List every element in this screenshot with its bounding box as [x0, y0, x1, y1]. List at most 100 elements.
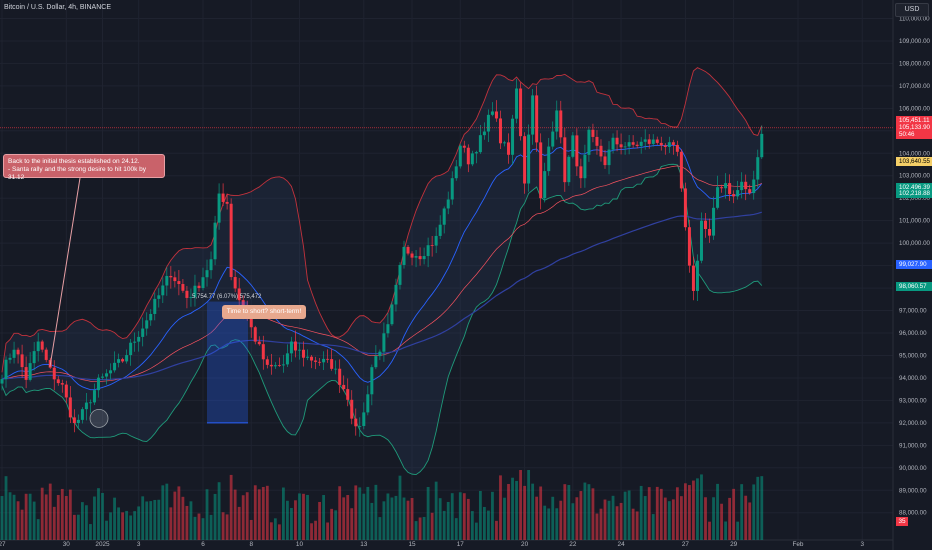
candle-body — [599, 145, 603, 157]
y-tick-label: 106,000.00 — [899, 105, 931, 112]
candle-body — [342, 384, 346, 390]
volume-bar — [36, 519, 40, 540]
candle-body — [450, 178, 454, 200]
candle-body — [603, 156, 607, 166]
candle-body — [663, 145, 667, 147]
volume-bar — [483, 506, 486, 540]
candle-body — [185, 290, 189, 298]
candle-body — [121, 359, 125, 362]
candle-body — [756, 157, 760, 180]
volume-bar — [639, 485, 643, 540]
candle-body — [442, 208, 446, 225]
candle-body — [675, 144, 679, 152]
candle-body — [221, 193, 225, 202]
volume-bar — [318, 501, 321, 540]
volume-bar — [101, 492, 104, 540]
volume-bar — [213, 493, 217, 540]
volume-bar — [16, 501, 20, 540]
candle-body — [760, 133, 764, 158]
volume-bar — [744, 495, 748, 540]
volume-bar — [109, 512, 112, 540]
volume-bar — [117, 507, 120, 540]
volume-bar — [430, 512, 434, 540]
candle-body — [306, 356, 310, 358]
price-tag: 98,060.57 — [896, 282, 932, 292]
x-tick-label: 27 — [0, 541, 6, 548]
volume-bar — [314, 520, 317, 540]
candle-body — [92, 390, 96, 403]
volume-bar — [85, 505, 88, 540]
y-tick-label: 91,000.00 — [899, 442, 927, 449]
volume-bar — [294, 500, 297, 540]
volume-bar — [579, 491, 583, 540]
candle-body — [145, 320, 149, 329]
volume-bar — [378, 517, 382, 540]
candle-body — [362, 412, 366, 427]
volume-bar — [414, 521, 418, 540]
y-tick-label: 104,000.00 — [899, 150, 931, 157]
price-tag: 103,640.55 — [896, 156, 932, 166]
candle-body — [117, 359, 121, 363]
y-tick-label: 107,000.00 — [899, 83, 931, 90]
candle-body — [177, 281, 181, 285]
volume-bar — [346, 495, 350, 540]
candle-body — [422, 256, 426, 260]
candle-body — [80, 409, 84, 420]
volume-bar — [442, 510, 446, 540]
volume-bar — [197, 513, 201, 540]
volume-bar — [133, 511, 137, 540]
volume-bar — [81, 502, 84, 540]
candle-body — [543, 171, 547, 199]
volume-bar — [249, 519, 253, 540]
candle-body — [169, 275, 173, 278]
candle-body — [728, 183, 732, 195]
candle-body — [113, 362, 117, 371]
volume-bar — [265, 485, 269, 540]
candle-body — [350, 399, 354, 419]
volume-bar — [44, 494, 48, 540]
volume-bar — [539, 486, 543, 540]
candle-body — [289, 341, 293, 354]
volume-bar — [173, 491, 177, 540]
currency-button[interactable]: USD — [895, 3, 929, 17]
candle-body — [141, 328, 145, 337]
volume-bar — [93, 496, 96, 540]
ma-slow-line — [1, 211, 762, 381]
y-tick-label: 110,000.00 — [899, 15, 930, 22]
volume-bar — [149, 501, 153, 540]
candle-body — [390, 304, 394, 325]
volume-bar — [298, 493, 301, 540]
volume-bar — [201, 518, 205, 540]
candle-body — [438, 224, 442, 236]
candle-body — [181, 284, 185, 291]
thesis-note[interactable]: Back to the initial thesis established o… — [3, 154, 165, 181]
y-tick-label: 101,000.00 — [899, 218, 931, 225]
y-tick-label: 97,000.00 — [899, 308, 927, 315]
volume-bar — [12, 494, 16, 540]
candle-body — [44, 349, 48, 360]
candle-body — [587, 129, 591, 155]
candle-body — [687, 227, 691, 266]
candle-body — [567, 156, 571, 183]
candle-body — [24, 367, 28, 380]
measure-label: 5,754.77 (6.07%) 575,472 — [192, 294, 262, 300]
volume-bar — [282, 487, 285, 540]
candle-body — [257, 341, 261, 345]
ma-blue-line — [1, 144, 763, 391]
candle-body — [571, 135, 575, 157]
volume-bar — [68, 489, 72, 540]
volume-bar — [760, 476, 764, 540]
candle-body — [716, 187, 720, 208]
candle-body — [310, 356, 314, 361]
candle-body — [595, 136, 599, 146]
candle-body — [494, 111, 498, 119]
volume-bar — [643, 496, 647, 540]
y-tick-label: 93,000.00 — [899, 397, 927, 404]
candle-body — [402, 246, 406, 265]
volume-bar — [113, 497, 116, 540]
short-note[interactable]: Time to short? short-term! — [222, 305, 306, 319]
volume-bar — [40, 487, 44, 540]
volume-bar — [286, 500, 289, 540]
